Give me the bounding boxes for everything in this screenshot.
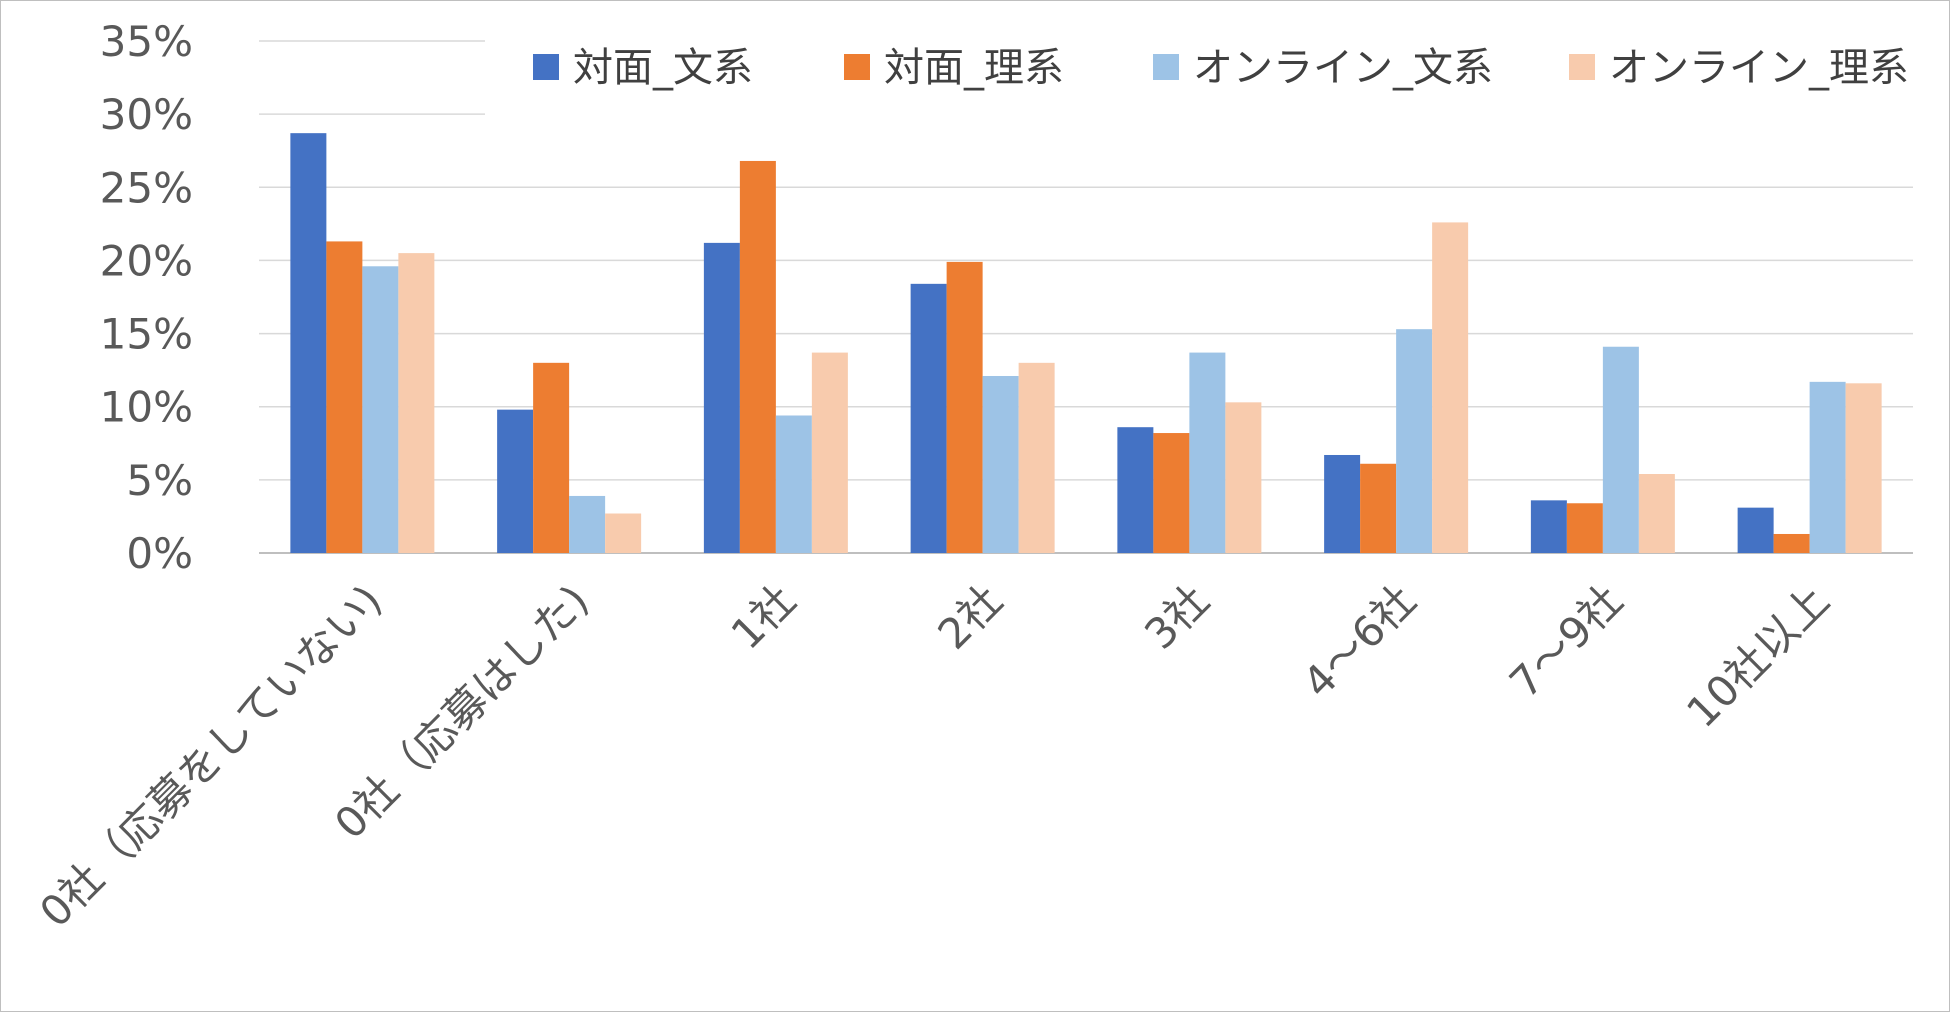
bar [1153,433,1190,553]
legend-item: 対面_理系 [844,45,1064,91]
legend-label: 対面_理系 [884,45,1064,91]
bar [497,409,534,553]
bar [290,133,327,553]
bar-group [497,362,642,553]
bar [1530,500,1567,553]
bar [739,160,776,553]
bar [946,261,983,553]
y-tick-label: 0% [126,529,193,578]
x-tick-label: 0社（応募をしていない) [30,575,391,936]
y-tick-label: 15% [100,310,193,359]
legend-swatch [844,54,870,80]
bar [1432,222,1469,553]
legend-swatch [533,54,559,80]
x-tick-label: 10社以上 [1677,575,1839,737]
bar [1360,463,1397,553]
bar [910,283,947,553]
legend: 対面_文系 対面_理系 オンライン_文系 オンライン_理系 [485,29,1915,117]
bar [1566,503,1603,553]
bar-group [290,133,435,553]
bar [1018,362,1055,553]
legend-item: オンライン_文系 [1153,45,1493,91]
x-tick-label: 2社 [928,575,1011,658]
bar [605,513,642,553]
legend-swatch [1569,54,1595,80]
y-tick-label: 20% [100,236,193,285]
legend-label: 対面_文系 [573,45,753,91]
y-tick-label: 5% [126,456,193,505]
x-axis: 0社（応募をしていない)0社（応募はした) 1社 2社 3社 4～6社 7～9社 10社以上 [30,575,1838,936]
bar [326,241,363,553]
bar [1773,533,1810,553]
bar [982,375,1019,553]
x-tick-label: 3社 [1135,575,1218,658]
legend-item: 対面_文系 [533,45,753,91]
legend-swatch [1153,54,1179,80]
bar [811,352,848,553]
legend-background [485,29,1915,117]
y-tick-label: 25% [100,163,193,212]
bar-group [910,261,1055,553]
y-tick-label: 30% [100,90,193,139]
bar [1225,402,1262,553]
bar [1602,346,1639,553]
bar [1324,454,1361,553]
bar [1809,381,1846,553]
legend-label: オンライン_理系 [1609,45,1909,91]
legend-label: オンライン_文系 [1193,45,1493,91]
bar [398,253,435,553]
x-tick-label: 7～9社 [1500,575,1632,707]
y-axis: 0% 5% 10% 15% 20% 25% 30% 35% [100,17,193,578]
bar [362,266,399,553]
bar [1396,329,1433,553]
bar [1737,507,1774,553]
y-tick-label: 35% [100,17,193,66]
bar-group [1737,381,1882,553]
bar [1189,352,1226,553]
bar [569,495,606,553]
y-tick-label: 10% [100,383,193,432]
bar [533,362,570,553]
bar [775,415,812,553]
x-tick-label: 1社 [722,575,805,658]
legend-item: オンライン_理系 [1569,45,1909,91]
bar-group [1530,346,1675,553]
bar-group [1324,222,1469,553]
bar-group [703,160,848,554]
bar [1638,474,1675,553]
bar-group [1117,352,1262,553]
bars [290,133,1882,554]
bar [1117,427,1154,553]
bar [703,242,740,554]
bar [1845,383,1882,553]
x-tick-label: 4～6社 [1293,575,1425,707]
